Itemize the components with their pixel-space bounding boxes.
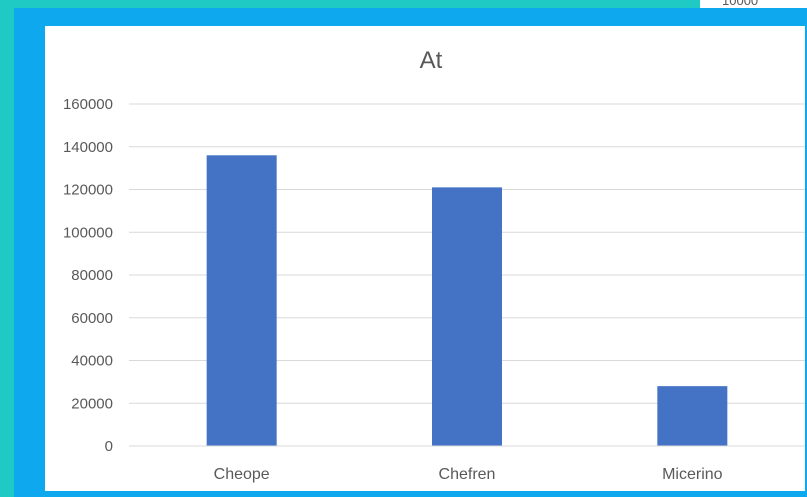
- bar-chefren[interactable]: [432, 187, 502, 447]
- y-tick-label: 20000: [71, 395, 113, 412]
- category-label-micerino: Micerino: [662, 466, 723, 483]
- chart-selection-frame[interactable]: At 0 20000 40000 60000 80000 100000 120000 1400…: [14, 8, 807, 497]
- bar-micerino[interactable]: [657, 386, 728, 446]
- x-axis-category-labels[interactable]: Cheope Chefren Micerino: [214, 466, 723, 483]
- bar-series[interactable]: [206, 155, 728, 447]
- bar-cheope[interactable]: [206, 155, 277, 447]
- chart-area[interactable]: At 0 20000 40000 60000 80000 100000 120000 1400…: [45, 26, 805, 491]
- y-tick-label: 140000: [63, 139, 113, 156]
- bar-chart: At 0 20000 40000 60000 80000 100000 120000 1400…: [63, 47, 805, 483]
- y-tick-label: 40000: [71, 353, 113, 370]
- background-window-text: 10000: [722, 0, 759, 8]
- y-tick-label: 120000: [63, 182, 113, 199]
- y-axis-tick-labels[interactable]: 0 20000 40000 60000 80000 100000 120000 140000 1…: [63, 96, 113, 455]
- y-tick-label: 60000: [71, 310, 113, 327]
- y-tick-label: 160000: [63, 96, 113, 113]
- y-tick-label: 100000: [63, 224, 113, 241]
- y-tick-label: 80000: [71, 267, 113, 284]
- category-label-chefren: Chefren: [439, 466, 496, 483]
- y-tick-label: 0: [105, 438, 113, 455]
- chart-title[interactable]: At: [420, 47, 443, 74]
- category-label-cheope: Cheope: [214, 466, 270, 483]
